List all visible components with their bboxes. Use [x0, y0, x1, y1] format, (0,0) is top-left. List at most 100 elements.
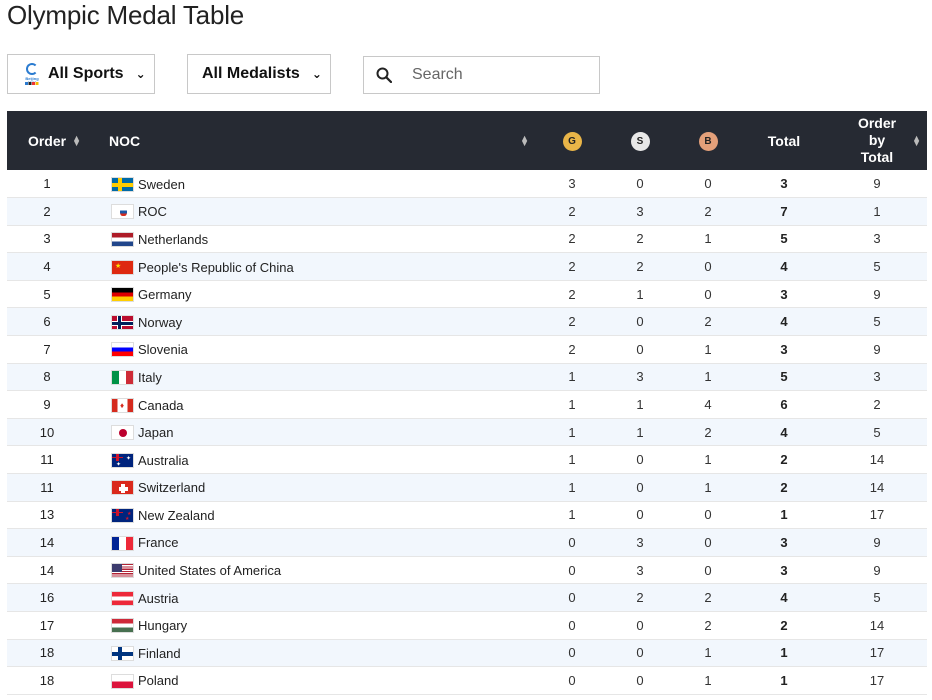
table-row: 8 Italy 1 3 1 5 3	[7, 363, 927, 391]
total-count: 4	[780, 259, 788, 275]
table-row: 17 Hungary 0 0 2 2 14	[7, 611, 927, 640]
column-header-noc[interactable]: NOC ▲ ▼	[109, 132, 529, 149]
sports-filter-label: All Sports	[48, 65, 124, 82]
search-box[interactable]	[363, 56, 600, 94]
noc-cell[interactable]: France	[87, 529, 539, 557]
country-name[interactable]: Japan	[138, 425, 174, 441]
order-by-total: 9	[873, 562, 881, 578]
bronze-count: 2	[704, 590, 712, 606]
japan-flag-icon	[111, 425, 134, 441]
gold-count: 0	[568, 590, 576, 606]
column-header-order-by-total[interactable]: Order by Total ▲ ▼	[857, 115, 921, 165]
silver-count: 3	[636, 535, 644, 551]
bronze-count: 4	[704, 397, 712, 413]
gold-count: 1	[568, 397, 576, 413]
order-by-total: 14	[869, 617, 885, 633]
country-name[interactable]: Germany	[138, 287, 192, 303]
order-by-total: 5	[873, 424, 881, 440]
switzerland-flag-icon	[111, 480, 134, 496]
noc-cell[interactable]: Japan	[87, 418, 539, 446]
column-header-silver[interactable]: S	[605, 111, 675, 170]
silver-count: 2	[636, 590, 644, 606]
country-name[interactable]: Italy	[138, 369, 162, 385]
order-cell: 16	[39, 590, 55, 606]
noc-cell[interactable]: ★ ★ New Zealand	[87, 501, 539, 529]
bronze-count: 0	[704, 507, 712, 523]
gold-count: 1	[568, 424, 576, 440]
country-name[interactable]: Netherlands	[138, 232, 209, 248]
noc-cell[interactable]: ROC	[87, 198, 539, 226]
sort-icon[interactable]: ▲ ▼	[72, 132, 81, 148]
silver-count: 0	[636, 645, 644, 661]
poland-flag-icon	[111, 673, 134, 689]
order-cell: 14	[39, 562, 55, 578]
search-input[interactable]	[412, 66, 582, 84]
column-header-total[interactable]: Total	[767, 132, 801, 149]
table-row: 13 ★ ★ New Zealand 1 0 0 1 17	[7, 501, 927, 529]
gold-count: 2	[568, 314, 576, 330]
country-name[interactable]: Poland	[138, 673, 179, 689]
austria-flag-icon	[111, 590, 134, 606]
noc-cell[interactable]: Austria	[87, 584, 539, 612]
order-cell: 17	[39, 617, 55, 633]
sort-icon[interactable]: ▲ ▼	[520, 132, 529, 148]
noc-cell[interactable]: Netherlands	[87, 225, 539, 253]
total-count: 4	[780, 424, 788, 440]
country-name[interactable]: ROC	[138, 204, 167, 220]
country-name[interactable]: Canada	[138, 397, 184, 413]
italy-flag-icon	[111, 369, 134, 385]
order-by-total: 5	[873, 314, 881, 330]
noc-cell[interactable]: ♦ Canada	[87, 391, 539, 419]
country-name[interactable]: Hungary	[138, 618, 188, 634]
column-header-order[interactable]: Order ▲ ▼	[27, 132, 81, 149]
silver-count: 2	[636, 231, 644, 247]
sort-icon[interactable]: ▲ ▼	[912, 132, 921, 148]
bronze-count: 0	[704, 286, 712, 302]
noc-cell[interactable]: Switzerland	[87, 474, 539, 502]
silver-count: 0	[636, 672, 644, 688]
country-name[interactable]: New Zealand	[138, 507, 215, 523]
gold-count: 2	[568, 286, 576, 302]
noc-cell[interactable]: Germany	[87, 280, 539, 308]
sports-filter-dropdown[interactable]: Beijing 2022 All Sports ⌄	[7, 54, 155, 94]
country-name[interactable]: Slovenia	[138, 342, 188, 358]
column-header-bronze[interactable]: B	[675, 111, 741, 170]
new-zealand-flag-icon: ★ ★	[111, 507, 134, 523]
gold-count: 2	[568, 259, 576, 275]
table-row: 14 France 0 3 0 3 9	[7, 528, 927, 557]
order-cell: 18	[39, 672, 55, 688]
table-row: 11 ✦ ✦ Australia 1 0 1 2 14	[7, 445, 927, 474]
column-header-gold[interactable]: G	[539, 111, 605, 170]
country-name[interactable]: Australia	[138, 452, 189, 468]
noc-cell[interactable]: Slovenia	[87, 336, 539, 364]
noc-cell[interactable]: ✦ ✦ Australia	[87, 446, 539, 474]
total-count: 1	[780, 645, 788, 661]
order-by-total: 17	[869, 507, 885, 523]
country-name[interactable]: Switzerland	[138, 480, 206, 496]
country-name[interactable]: People's Republic of China	[138, 259, 294, 275]
noc-cell[interactable]: Hungary	[87, 612, 539, 640]
noc-cell[interactable]: Norway	[87, 308, 539, 336]
country-name[interactable]: Austria	[138, 590, 179, 606]
noc-cell[interactable]: Poland	[87, 667, 539, 695]
order-by-total: 3	[873, 231, 881, 247]
country-name[interactable]: Norway	[138, 314, 183, 330]
silver-count: 0	[636, 176, 644, 192]
country-name[interactable]: Finland	[138, 645, 181, 661]
country-name[interactable]: Sweden	[138, 176, 185, 192]
noc-cell[interactable]: United States of America	[87, 556, 539, 584]
noc-cell[interactable]: ★ People's Republic of China	[87, 253, 539, 281]
table-row: 6 Norway 2 0 2 4 5	[7, 307, 927, 336]
medalists-filter-dropdown[interactable]: All Medalists ⌄	[187, 54, 331, 94]
gold-count: 1	[568, 369, 576, 385]
country-name[interactable]: France	[138, 535, 179, 551]
total-count: 4	[780, 314, 788, 330]
gold-count: 0	[568, 645, 576, 661]
order-cell: 4	[43, 259, 51, 275]
noc-cell[interactable]: Finland	[87, 639, 539, 667]
total-count: 5	[780, 231, 788, 247]
table-row: 3 Netherlands 2 2 1 5 3	[7, 225, 927, 253]
country-name[interactable]: United States of America	[138, 563, 282, 579]
noc-cell[interactable]: Italy	[87, 363, 539, 391]
noc-cell[interactable]: Sweden	[87, 170, 539, 198]
